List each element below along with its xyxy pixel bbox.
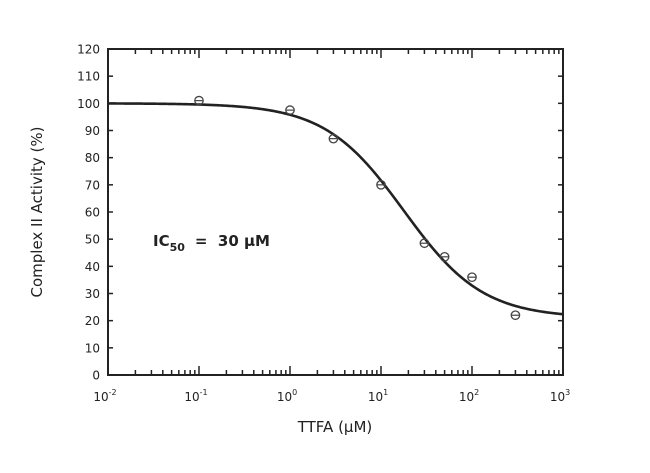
data-point <box>419 238 430 249</box>
y-tick-label: 70 <box>85 178 100 192</box>
fit-curve <box>107 102 564 316</box>
x-tick-base: 10 <box>368 390 383 404</box>
x-tick-label: 10-2 <box>93 388 116 404</box>
y-tick-label: 0 <box>92 369 100 383</box>
x-tick-base: 10 <box>93 390 108 404</box>
y-tick-label: 20 <box>85 314 100 328</box>
y-tick-label: 110 <box>77 70 100 84</box>
x-tick-exponent: 0 <box>292 388 297 397</box>
x-tick-label: 101 <box>368 388 388 404</box>
data-point <box>467 272 477 283</box>
plot-frame <box>107 48 564 376</box>
x-tick-base: 10 <box>459 390 474 404</box>
x-tick-label: 10-1 <box>184 388 207 404</box>
data-point <box>439 251 450 262</box>
x-tick-base: 10 <box>550 390 565 404</box>
x-tick-exponent: 1 <box>383 388 388 397</box>
x-axis-label: TTFA (µM) <box>297 418 373 436</box>
y-tick-label: 30 <box>85 287 100 301</box>
x-tick-label: 100 <box>277 388 297 404</box>
y-tick-label: 120 <box>77 43 100 57</box>
axis-ticks <box>108 48 563 376</box>
ic50-prefix: IC <box>153 232 170 250</box>
ic50-value: = 30 µM <box>195 232 270 250</box>
y-tick-label: 90 <box>85 124 100 138</box>
y-tick-label: 50 <box>85 233 100 247</box>
y-tick-label: 100 <box>77 97 100 111</box>
x-tick-base: 10 <box>184 390 199 404</box>
data-points <box>194 95 521 321</box>
ic50-annotation: IC50 = 30 µM <box>153 232 270 254</box>
data-point <box>510 310 521 321</box>
y-tick-labels: 0 10 20 30 40 50 60 70 80 90 100 110 120 <box>77 43 100 383</box>
x-tick-base: 10 <box>277 390 292 404</box>
x-tick-label: 102 <box>459 388 479 404</box>
x-tick-exponent: 2 <box>474 388 479 397</box>
ic50-subscript: 50 <box>170 241 186 254</box>
x-tick-exponent: -2 <box>109 388 117 397</box>
y-tick-label: 10 <box>85 341 100 355</box>
y-axis-label: Complex II Activity (%) <box>28 127 46 298</box>
x-tick-labels: 10-2 10-1 100 101 102 103 <box>93 388 570 404</box>
y-tick-label: 60 <box>85 206 100 220</box>
y-tick-label: 40 <box>85 260 100 274</box>
data-point <box>285 105 295 115</box>
data-point <box>376 179 386 190</box>
x-tick-label: 103 <box>550 388 570 404</box>
x-tick-exponent: -1 <box>200 388 208 397</box>
y-tick-label: 80 <box>85 151 100 165</box>
data-point <box>328 133 339 144</box>
data-point <box>194 95 204 106</box>
x-tick-exponent: 3 <box>565 388 570 397</box>
